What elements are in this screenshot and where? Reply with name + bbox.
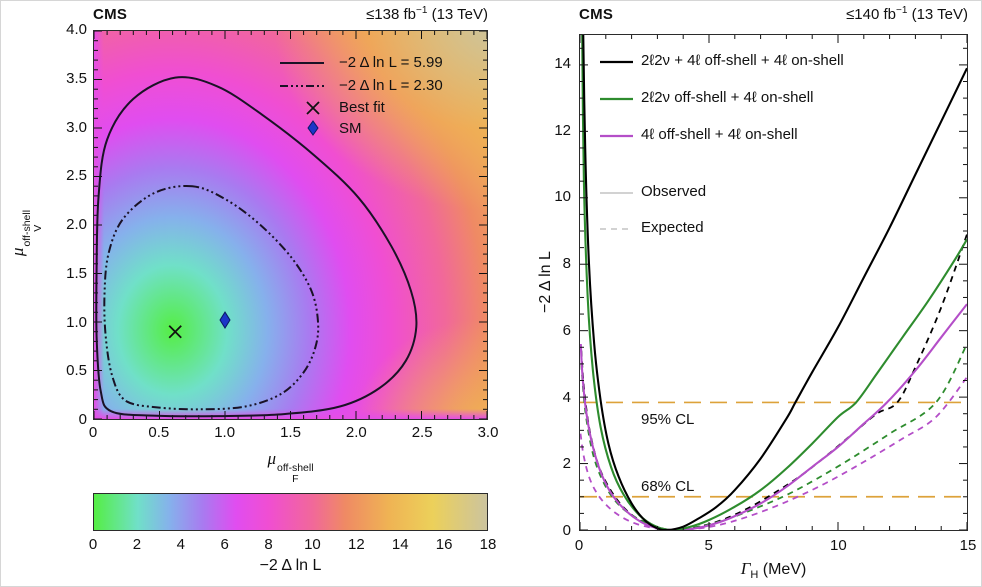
colorbar-tick-label: 10: [304, 536, 321, 553]
x-tick-label: 3.0: [477, 424, 499, 441]
right-plot-area: [579, 34, 968, 531]
x-tick-label: 0.5: [148, 424, 170, 441]
y-tick-label: 2.0: [66, 216, 87, 233]
x-tick-label: 10: [829, 537, 847, 554]
colorbar-tick-label: 12: [347, 536, 365, 553]
left-plot-overlay: [94, 31, 487, 419]
legend-label-2l2nu: 2ℓ2ν off-shell + 4ℓ on-shell: [641, 89, 814, 106]
colorbar-tick-label: 6: [220, 536, 229, 553]
left-plot-header: CMS ≤138 fb−1 (13 TeV): [93, 5, 488, 23]
colorbar-tick-label: 4: [176, 536, 185, 553]
y-tick-label: 12: [554, 121, 571, 139]
cms-label-left: CMS: [93, 6, 128, 23]
y-tick-label: 6: [562, 321, 571, 339]
x-tick-label: 1.0: [214, 424, 236, 441]
legend-label-observed: Observed: [641, 183, 707, 200]
legend-label-combined: 2ℓ2ν + 4ℓ off-shell + 4ℓ on-shell: [641, 52, 844, 69]
lumi-label-right: ≤140 fb−1 (13 TeV): [846, 5, 968, 23]
colorbar-label: −2 Δ ln L: [259, 557, 322, 574]
left-y-axis-label: μ off-shell V: [7, 209, 44, 257]
y-tick-label: 0: [78, 411, 87, 428]
y-tick-label: 14: [554, 55, 571, 73]
y-tick-label: 2.5: [66, 167, 87, 185]
y-tick-label: 3.5: [66, 69, 87, 87]
colorbar-tick-label: 0: [88, 536, 98, 553]
y-tick-label: 2: [562, 455, 571, 473]
y-tick-label: 1.0: [66, 313, 87, 331]
left-plot-area: [93, 30, 488, 420]
colorbar-gradient: [94, 494, 487, 530]
legend-label-expected: Expected: [641, 219, 704, 236]
left-x-axis-label: μ off-shell F: [267, 449, 314, 486]
likelihood-heatmap: [94, 31, 487, 419]
y-tick-label: 10: [554, 188, 571, 206]
legend-label-4l: 4ℓ off-shell + 4ℓ on-shell: [641, 126, 798, 143]
x-tick-label: 5: [704, 537, 713, 554]
colorbar: [93, 493, 488, 531]
x-tick-label: 1.5: [280, 424, 301, 441]
colorbar-tick-label: 14: [391, 536, 409, 553]
cl-95-label: 95% CL: [641, 411, 695, 428]
y-tick-label: 3.0: [66, 118, 87, 136]
colorbar-tick-label: 8: [264, 536, 273, 553]
x-tick-label: 2.0: [345, 424, 367, 441]
colorbar-tick-label: 16: [435, 536, 453, 553]
legend-label-contour-599: −2 Δ ln L = 5.99: [339, 54, 443, 71]
x-tick-label: 15: [959, 537, 977, 554]
y-tick-label: 4.0: [66, 21, 87, 38]
legend-label-best-fit: Best fit: [339, 99, 385, 116]
right-y-axis-label: −2 Δ ln L: [537, 251, 554, 313]
x-tick-label: 0: [574, 537, 584, 554]
right-x-axis-label: ΓH (MeV): [740, 559, 807, 582]
legend-label-sm: SM: [339, 120, 362, 137]
right-plot-header: CMS ≤140 fb−1 (13 TeV): [579, 5, 968, 23]
x-tick-label: 0: [88, 424, 98, 441]
y-tick-label: 0.5: [66, 362, 87, 380]
y-tick-label: 8: [562, 255, 571, 273]
x-tick-label: 2.5: [411, 424, 433, 441]
y-tick-label: 4: [562, 388, 571, 406]
y-tick-label: 0: [562, 522, 571, 539]
right-plot-canvas: [580, 35, 967, 530]
colorbar-tick-label: 2: [132, 536, 142, 553]
cms-label-right: CMS: [579, 6, 614, 23]
legend-label-contour-230: −2 Δ ln L = 2.30: [339, 77, 443, 94]
lumi-label-left: ≤138 fb−1 (13 TeV): [366, 5, 488, 23]
y-tick-label: 1.5: [66, 264, 87, 282]
colorbar-tick-label: 18: [479, 536, 497, 553]
cl-68-label: 68% CL: [641, 478, 695, 495]
